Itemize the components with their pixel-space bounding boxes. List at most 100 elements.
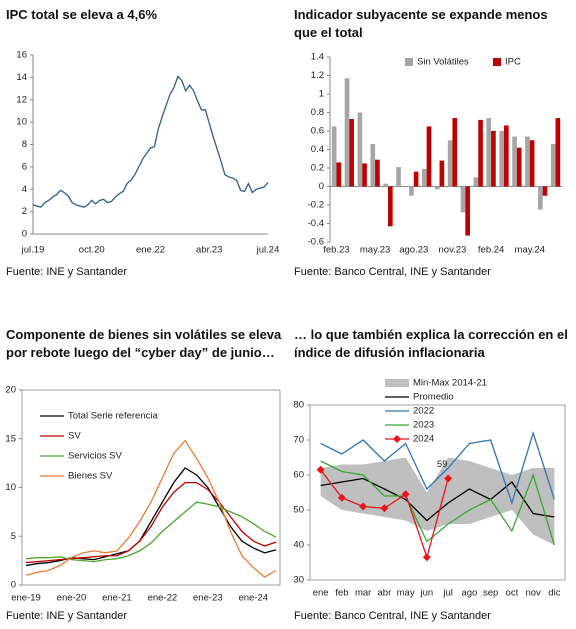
y-tick-label: 4 xyxy=(22,184,27,195)
series-line xyxy=(320,477,555,522)
chart-source: Fuente: Banco Central, INE y Santander xyxy=(294,266,491,278)
x-tick-label: may.24 xyxy=(515,245,545,256)
legend-label: IPC xyxy=(505,57,521,68)
y-tick-label: 1.4 xyxy=(311,52,324,63)
y-tick-label: 1.2 xyxy=(311,70,324,81)
point-marker xyxy=(380,504,389,513)
x-tick-label: may xyxy=(397,588,415,599)
x-tick-label: jul xyxy=(442,588,453,599)
bar xyxy=(439,160,445,187)
series-line xyxy=(320,460,555,546)
y-tick-label: 1 xyxy=(319,89,324,100)
bar xyxy=(525,136,530,187)
chart-title: Componente de bienes sin volátiles se el… xyxy=(6,327,282,360)
bar xyxy=(434,186,440,190)
bar xyxy=(349,118,354,187)
legend-swatch xyxy=(493,58,501,66)
x-tick-label: feb.23 xyxy=(323,245,349,256)
bar xyxy=(486,118,492,187)
legend-label: Promedio xyxy=(413,392,454,403)
x-tick-label: may.23 xyxy=(360,245,390,256)
x-tick-label: abr xyxy=(378,588,392,599)
x-tick-label: dic xyxy=(548,588,560,599)
bar xyxy=(538,186,543,210)
legend-swatch xyxy=(405,58,413,66)
bar xyxy=(555,118,561,187)
legend-label: 2022 xyxy=(413,406,434,417)
bar xyxy=(331,126,337,187)
legend-marker xyxy=(393,435,401,443)
y-tick-label: 50 xyxy=(293,505,304,516)
chart-source: Fuente: Banco Central, INE y Santander xyxy=(294,610,491,622)
y-tick-label: -0.6 xyxy=(308,237,324,248)
chart-source: Fuente: INE y Santander xyxy=(6,266,128,278)
x-tick-label: nov.23 xyxy=(439,245,467,256)
x-tick-label: ago xyxy=(461,588,477,599)
y-tick-label: 0 xyxy=(11,580,16,591)
bar xyxy=(336,162,342,187)
bar xyxy=(396,167,401,187)
point-marker xyxy=(316,465,325,474)
x-tick-label: ene xyxy=(313,588,329,599)
bar xyxy=(512,136,517,187)
bar xyxy=(370,143,376,187)
bar xyxy=(473,177,479,187)
y-tick-label: 10 xyxy=(5,482,16,493)
bar xyxy=(499,131,504,187)
series-line xyxy=(320,430,555,506)
y-tick-label: 6 xyxy=(22,161,27,172)
bar xyxy=(388,186,393,227)
bar xyxy=(465,186,470,236)
y-tick-label: 16 xyxy=(16,50,27,61)
x-tick-label: ene-19 xyxy=(11,593,41,604)
point-marker xyxy=(401,490,410,499)
x-tick-label: oct.20 xyxy=(79,245,105,256)
x-tick-label: jul.24 xyxy=(256,245,280,256)
x-tick-label: ene-23 xyxy=(193,593,223,604)
y-tick-label: 40 xyxy=(293,540,304,551)
point-marker xyxy=(422,553,431,562)
y-tick-label: 12 xyxy=(16,94,27,105)
x-tick-label: jul.19 xyxy=(21,245,45,256)
y-tick-label: 8 xyxy=(22,139,27,150)
chart-title: IPC total se eleva a 4,6% xyxy=(6,7,158,22)
y-tick-label: 0 xyxy=(319,181,324,192)
x-tick-label: ene-21 xyxy=(102,593,132,604)
x-tick-label: feb.24 xyxy=(478,245,504,256)
x-tick-label: oct xyxy=(506,588,519,599)
y-tick-label: -0.2 xyxy=(308,200,324,211)
legend-label: Bienes SV xyxy=(68,471,113,482)
bar xyxy=(516,147,522,187)
point-marker xyxy=(359,502,368,511)
bar xyxy=(375,159,380,187)
legend-swatch xyxy=(385,379,409,387)
legend-label: Sin Volátiles xyxy=(417,57,469,68)
bar xyxy=(550,143,556,187)
x-tick-label: ene-20 xyxy=(57,593,87,604)
y-tick-label: 5 xyxy=(11,531,16,542)
bar xyxy=(529,140,535,187)
range-band xyxy=(320,457,555,545)
bar xyxy=(504,125,509,187)
bar xyxy=(452,118,458,187)
legend-label: 2023 xyxy=(413,420,434,431)
bar xyxy=(478,119,483,187)
bar xyxy=(460,186,466,213)
y-tick-label: 10 xyxy=(16,117,27,128)
chart-title: Indicador subyacente se expande menos qu… xyxy=(294,7,548,40)
y-tick-label: 60 xyxy=(293,470,304,481)
bar xyxy=(357,112,363,187)
legend-label: Total Serie referencia xyxy=(68,411,158,422)
series-line xyxy=(32,74,269,208)
legend-label: Min-Max 2014-21 xyxy=(413,378,487,389)
x-tick-label: ene.22 xyxy=(136,245,165,256)
x-tick-label: jun xyxy=(420,588,434,599)
legend-label: 2024 xyxy=(413,434,434,445)
y-tick-label: 0.8 xyxy=(311,107,324,118)
x-tick-label: mar xyxy=(355,588,371,599)
x-tick-label: feb xyxy=(335,588,348,599)
bar xyxy=(383,183,388,187)
y-tick-label: 20 xyxy=(5,385,16,396)
